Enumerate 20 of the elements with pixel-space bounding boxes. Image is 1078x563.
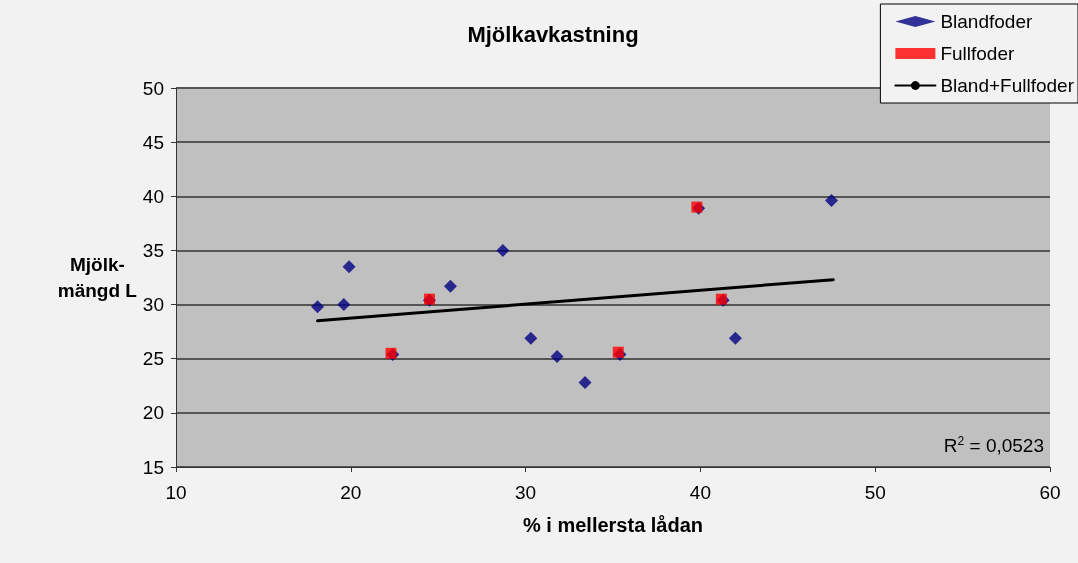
legend-label: Bland+Fullfoder [940, 75, 1075, 96]
y-tick-label: 40 [142, 185, 164, 207]
x-tick-label: 30 [515, 482, 537, 503]
y-tick-label: 20 [142, 402, 164, 424]
y-tick-label: 45 [142, 131, 164, 153]
x-tick-label: 20 [340, 482, 362, 503]
x-axis-title: % i mellersta lådan [522, 514, 704, 536]
legend-label: Fullfoder [940, 43, 1015, 64]
y-axis-title: Mjölk- mängd L [57, 254, 138, 301]
y-tick-label: 35 [142, 239, 164, 261]
x-tick-label: 60 [1039, 482, 1061, 503]
x-tick-label: 10 [165, 482, 187, 503]
legend-label: Blandfoder [940, 11, 1033, 32]
chart-title: Mjölkavkastning [467, 21, 639, 47]
x-tick-label: 50 [864, 482, 886, 503]
y-tick-label: 15 [142, 456, 164, 478]
x-tick-label: 40 [689, 482, 711, 503]
y-tick-label: 50 [142, 77, 164, 99]
y-tick-label: 30 [142, 294, 164, 316]
y-tick-label: 25 [142, 348, 164, 370]
